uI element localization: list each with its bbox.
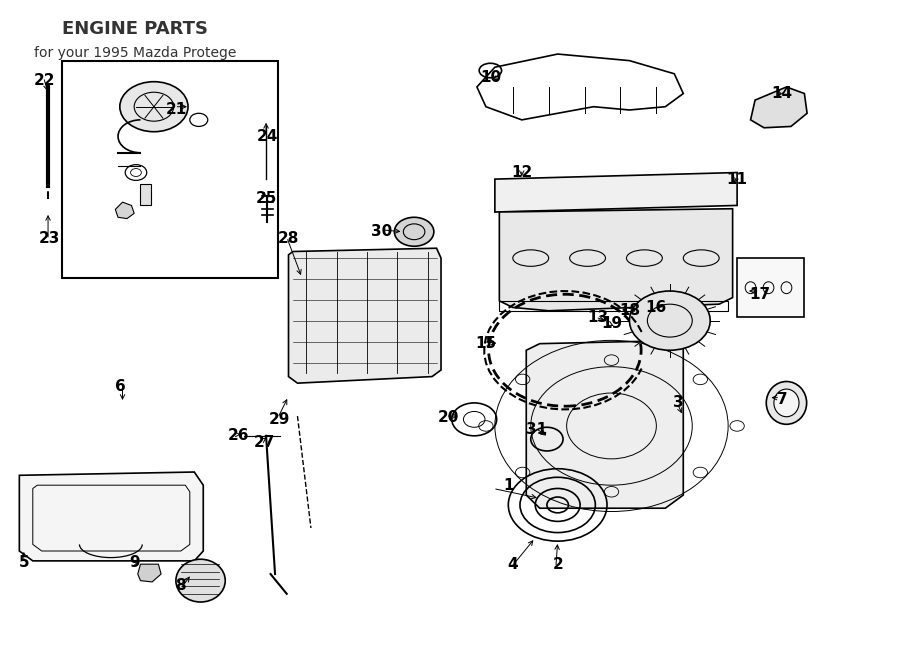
Text: 9: 9 — [129, 555, 140, 570]
Circle shape — [629, 291, 710, 350]
Text: 2: 2 — [553, 557, 563, 572]
Text: 30: 30 — [371, 224, 392, 239]
Polygon shape — [500, 209, 733, 311]
Circle shape — [394, 217, 434, 247]
Text: 4: 4 — [508, 557, 518, 572]
Ellipse shape — [766, 381, 806, 424]
Text: 16: 16 — [645, 300, 667, 315]
Text: 8: 8 — [176, 578, 186, 594]
Text: 15: 15 — [475, 336, 497, 351]
Text: 12: 12 — [511, 165, 533, 180]
Ellipse shape — [774, 389, 799, 416]
Text: 23: 23 — [39, 231, 59, 246]
Text: 25: 25 — [256, 191, 277, 206]
FancyBboxPatch shape — [140, 184, 151, 206]
Text: 28: 28 — [278, 231, 299, 246]
Text: 11: 11 — [726, 172, 748, 186]
Text: 5: 5 — [19, 555, 29, 570]
Circle shape — [259, 121, 274, 132]
Text: 24: 24 — [257, 129, 279, 144]
FancyBboxPatch shape — [737, 258, 805, 317]
Polygon shape — [138, 564, 161, 582]
FancyBboxPatch shape — [62, 61, 278, 278]
Text: 6: 6 — [115, 379, 126, 394]
Text: 1: 1 — [503, 478, 514, 492]
Polygon shape — [115, 202, 134, 219]
Ellipse shape — [176, 559, 225, 602]
Text: 10: 10 — [480, 69, 501, 85]
Text: 14: 14 — [771, 86, 793, 101]
Polygon shape — [289, 249, 441, 383]
Text: 17: 17 — [749, 287, 770, 302]
Polygon shape — [19, 472, 203, 561]
Text: 31: 31 — [526, 422, 547, 437]
Text: 19: 19 — [601, 317, 622, 331]
Text: 7: 7 — [777, 392, 788, 407]
Text: 18: 18 — [619, 303, 640, 318]
Text: 21: 21 — [166, 102, 187, 118]
Polygon shape — [495, 173, 737, 212]
Polygon shape — [751, 87, 807, 128]
Text: ENGINE PARTS: ENGINE PARTS — [62, 20, 208, 38]
Polygon shape — [526, 340, 683, 508]
Text: 27: 27 — [254, 435, 275, 450]
Text: 20: 20 — [437, 410, 459, 425]
Text: 13: 13 — [588, 310, 608, 325]
Circle shape — [120, 82, 188, 132]
Text: 26: 26 — [228, 428, 249, 444]
Text: 29: 29 — [269, 412, 290, 427]
Text: 3: 3 — [673, 395, 684, 410]
Text: for your 1995 Mazda Protege: for your 1995 Mazda Protege — [34, 46, 236, 60]
Text: 22: 22 — [33, 73, 55, 88]
